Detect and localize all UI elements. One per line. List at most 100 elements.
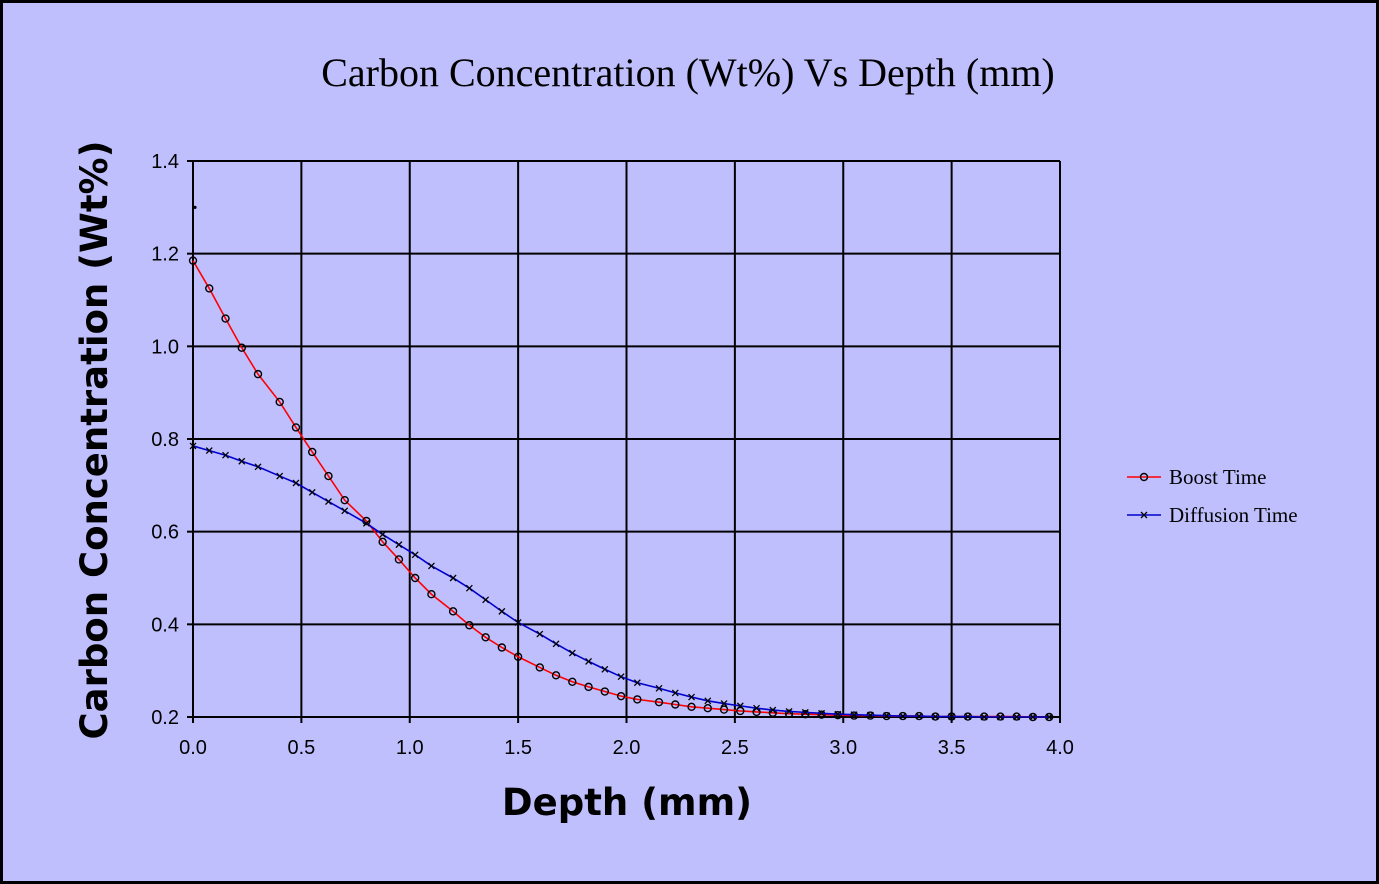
y-tick-label: 1.0 [151,336,179,358]
data-point-diffusion-time [536,630,544,638]
marker-stroke [753,704,761,712]
marker-stroke [785,707,793,715]
y-tick-label: 0.4 [151,614,179,636]
marker-stroke [254,463,262,471]
data-point-boost-time [497,643,507,652]
data-point-diffusion-time [655,684,663,692]
data-point-diffusion-time [1029,713,1037,721]
marker-stroke [482,596,490,604]
x-tick-label: 1.5 [504,737,532,759]
data-point-diffusion-time [449,574,457,582]
y-axis-title: Carbon Concentration (Wt%) [73,140,116,739]
marker-stroke [736,702,744,710]
data-point-diffusion-time [866,711,874,719]
stray-data-dot [193,205,197,209]
marker-stroke [341,507,349,515]
data-point-boost-time [633,695,642,704]
x-tick-label: 3.0 [829,737,857,759]
data-point-boost-time [237,343,246,352]
data-point-diffusion-time [585,657,593,665]
marker-stroke [834,710,842,718]
data-point-diffusion-time [362,519,370,527]
data-point-boost-time [427,590,436,599]
marker-stroke [633,679,641,687]
legend-item-diffusion-time: Diffusion Time [1127,503,1298,527]
data-point-boost-time [600,687,610,696]
data-point-diffusion-time [883,712,891,720]
data-point-diffusion-time [601,665,609,673]
data-point-diffusion-time [736,702,744,710]
data-point-diffusion-time [341,507,349,515]
data-point-boost-time [513,652,523,661]
series-boost-time [188,256,1054,722]
marker-stroke [1013,713,1021,721]
data-point-boost-time [221,314,230,323]
marker-stroke [379,530,387,538]
marker-stroke [1140,511,1148,519]
y-tick-label: 0.8 [151,429,179,451]
marker-stroke [362,519,370,527]
data-point-diffusion-time [498,607,506,615]
data-point-boost-time [324,471,333,481]
x-tick-label: 1.0 [396,737,424,759]
marker-stroke [449,574,457,582]
data-point-boost-time [719,705,729,714]
data-point-diffusion-time [568,649,576,657]
data-point-boost-time [817,710,826,719]
marker-stroke [238,457,246,465]
marker-stroke [222,451,229,459]
marker-stroke [671,689,679,697]
plot-grid [192,160,1061,718]
marker-stroke [818,709,826,717]
data-point-diffusion-time [552,640,560,648]
data-point-diffusion-time [254,463,262,471]
data-point-boost-time [784,709,794,718]
chart-svg: Carbon Concentration (Wt%) Vs Depth (mm)… [73,50,1298,824]
legend: Boost Time Diffusion Time [1127,465,1298,527]
data-point-diffusion-time [292,479,300,487]
data-point-diffusion-time [1013,713,1021,721]
data-point-diffusion-time [834,710,842,718]
data-point-diffusion-time [996,713,1004,721]
chart-title: Carbon Concentration (Wt%) Vs Depth (mm) [321,50,1055,95]
series-line-boost-time [192,260,1050,718]
marker-stroke [189,442,197,450]
tick-labels: 0.0 0.5 1.0 1.5 2.0 2.5 3.0 3.5 4.0 0.2 0.4 0.6 0.8 1… [151,151,1074,759]
data-point-boost-time [687,702,696,712]
data-point-diffusion-time [189,442,197,450]
data-point-diffusion-time [1045,713,1053,721]
data-point-boost-time [584,682,593,692]
data-point-diffusion-time [482,596,490,604]
marker-stroke [601,665,609,673]
marker-stroke [585,657,593,665]
marker-stroke [536,630,544,638]
x-tick-label: 3.5 [938,737,966,759]
data-point-boost-time [253,369,263,379]
marker-stroke [395,541,403,549]
data-point-diffusion-time [276,472,284,480]
data-point-diffusion-time [753,704,761,712]
series-layer [188,205,1054,722]
data-point-boost-time [671,700,680,709]
x-tick-label: 0.5 [287,737,315,759]
data-point-diffusion-time [308,488,316,496]
data-point-boost-time [535,663,544,672]
data-point-diffusion-time [238,457,246,465]
data-point-diffusion-time [899,712,907,720]
x-tick-label: 0.0 [179,737,207,759]
marker-stroke [850,711,858,719]
data-point-diffusion-time [222,451,229,459]
data-point-boost-time [308,447,317,457]
data-point-diffusion-time [395,541,403,549]
data-point-boost-time [703,703,712,713]
data-point-boost-time [465,621,474,630]
data-point-diffusion-time [379,530,387,538]
data-point-boost-time [736,706,745,716]
data-point-diffusion-time [325,498,332,506]
marker-stroke [205,447,213,455]
marker-stroke [704,697,712,705]
marker-stroke [688,693,695,701]
data-point-boost-time [378,537,387,547]
legend-label: Boost Time [1169,465,1266,489]
